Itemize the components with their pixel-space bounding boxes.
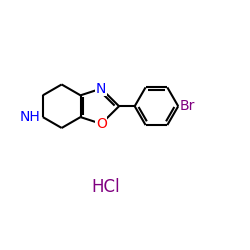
- Text: HCl: HCl: [91, 178, 120, 196]
- Text: NH: NH: [20, 110, 40, 124]
- Text: N: N: [96, 82, 106, 96]
- Text: Br: Br: [180, 99, 195, 113]
- Text: O: O: [96, 117, 107, 131]
